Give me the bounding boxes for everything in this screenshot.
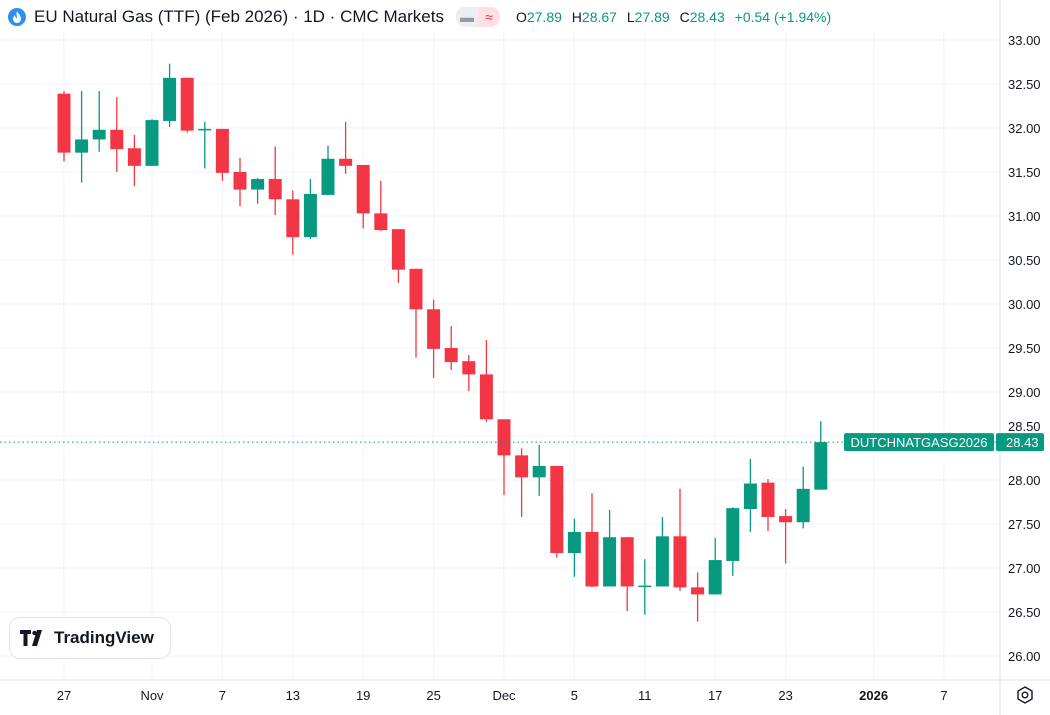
price-tick-label: 30.00 <box>1008 297 1041 312</box>
time-tick-label: 25 <box>426 688 440 703</box>
ohlc-readout: O27.89 H28.67 L27.89 C28.43 +0.54 (+1.94… <box>510 9 831 25</box>
time-tick-label: 7 <box>940 688 947 703</box>
price-tick-label: 31.50 <box>1008 165 1041 180</box>
price-tick-label: 29.50 <box>1008 341 1041 356</box>
candle-body[interactable] <box>303 194 317 238</box>
candle-body[interactable] <box>779 516 793 523</box>
time-tick-label: Dec <box>492 688 516 703</box>
change-value: +0.54 (+1.94%) <box>734 9 832 25</box>
candle-body[interactable] <box>603 537 617 587</box>
candle-body[interactable] <box>691 587 705 595</box>
candle-body[interactable] <box>497 419 511 456</box>
candle-body[interactable] <box>444 348 458 363</box>
price-tick-label: 33.00 <box>1008 33 1041 48</box>
symbol-title[interactable]: EU Natural Gas (TTF) (Feb 2026) · 1D · C… <box>34 7 444 26</box>
candle-body[interactable] <box>585 531 599 587</box>
candle-body[interactable] <box>268 179 282 200</box>
symbol-label-box <box>844 433 994 452</box>
candle-body[interactable] <box>163 77 177 121</box>
price-tick-label: 28.50 <box>1008 419 1041 434</box>
candle-body[interactable] <box>356 164 370 214</box>
price-tick-label: 32.50 <box>1008 77 1041 92</box>
candle-body[interactable] <box>110 129 124 150</box>
candle-body[interactable] <box>743 483 757 510</box>
candle-body[interactable] <box>655 536 669 587</box>
candle-body[interactable] <box>462 361 476 375</box>
price-tick-label: 31.00 <box>1008 209 1041 224</box>
time-tick-label: Nov <box>140 688 164 703</box>
candle-body[interactable] <box>814 442 828 490</box>
candle-body[interactable] <box>567 531 581 554</box>
low-value: 27.89 <box>634 9 670 25</box>
candle-body[interactable] <box>550 465 564 554</box>
high-label: H <box>571 9 582 25</box>
time-tick-label: 19 <box>356 688 370 703</box>
time-tick-label: 27 <box>57 688 71 703</box>
candle-body[interactable] <box>374 213 388 231</box>
candle-body[interactable] <box>75 139 89 153</box>
candle-body[interactable] <box>673 536 687 588</box>
price-tick-label: 28.00 <box>1008 473 1041 488</box>
candle-body[interactable] <box>286 199 300 238</box>
candle-body[interactable] <box>391 229 405 270</box>
open-value: 27.89 <box>526 9 562 25</box>
price-tick-label: 26.00 <box>1008 649 1041 664</box>
candle-body[interactable] <box>180 77 194 131</box>
low-label: L <box>626 9 635 25</box>
price-tick-label: 27.50 <box>1008 517 1041 532</box>
open-label: O <box>515 9 527 25</box>
logo-text: TradingView <box>54 628 154 647</box>
candle-body[interactable] <box>57 93 71 153</box>
candle-body[interactable] <box>251 179 265 190</box>
minus-icon[interactable]: ▬ <box>455 7 478 27</box>
candle-body[interactable] <box>515 455 529 478</box>
time-tick-label: 13 <box>286 688 300 703</box>
candle-body[interactable] <box>233 172 247 190</box>
candle-body[interactable] <box>321 158 335 195</box>
flame-icon <box>8 8 26 26</box>
time-tick-label: 11 <box>638 688 652 703</box>
time-tick-label: 7 <box>219 688 226 703</box>
high-value: 28.67 <box>581 9 617 25</box>
time-tick-label: 23 <box>778 688 792 703</box>
candle-body[interactable] <box>638 585 652 588</box>
candle-body[interactable] <box>479 374 493 420</box>
price-tick-label: 30.50 <box>1008 253 1041 268</box>
time-tick-label: 5 <box>571 688 578 703</box>
time-tick-label: 17 <box>708 688 722 703</box>
close-value: 28.43 <box>689 9 725 25</box>
candle-body[interactable] <box>145 120 159 166</box>
settings-icon[interactable] <box>1016 686 1034 704</box>
tradingview-logo[interactable]: TradingView <box>10 618 170 658</box>
candle-body[interactable] <box>198 128 212 131</box>
candle-body[interactable] <box>409 268 423 310</box>
price-tick-label: 29.00 <box>1008 385 1041 400</box>
candle-body[interactable] <box>215 128 229 173</box>
candle-body[interactable] <box>761 482 775 517</box>
close-label: C <box>679 9 690 25</box>
time-tick-label: 2026 <box>859 688 888 703</box>
price-tick-label: 32.00 <box>1008 121 1041 136</box>
visibility-toggle[interactable]: ▬ ≈ <box>455 7 500 27</box>
candle-body[interactable] <box>708 560 722 595</box>
candle-body[interactable] <box>532 465 546 478</box>
symbol-label: DUTCHNATGASG2026 <box>850 435 987 450</box>
price-tick-label: 26.50 <box>1008 605 1041 620</box>
candle-body[interactable] <box>127 148 141 166</box>
candle-body[interactable] <box>92 129 106 140</box>
candle-body[interactable] <box>427 309 441 349</box>
last-price-label: 28.43 <box>1006 435 1039 450</box>
candle-body[interactable] <box>339 158 353 166</box>
candle-body[interactable] <box>620 537 634 587</box>
price-tick-label: 27.00 <box>1008 561 1041 576</box>
candle-body[interactable] <box>726 508 740 561</box>
tv-logo-icon <box>20 630 42 646</box>
chart-header: EU Natural Gas (TTF) (Feb 2026) · 1D · C… <box>8 5 831 29</box>
approx-icon[interactable]: ≈ <box>477 7 500 27</box>
last-price-box <box>996 433 1044 452</box>
candle-body[interactable] <box>796 488 810 523</box>
